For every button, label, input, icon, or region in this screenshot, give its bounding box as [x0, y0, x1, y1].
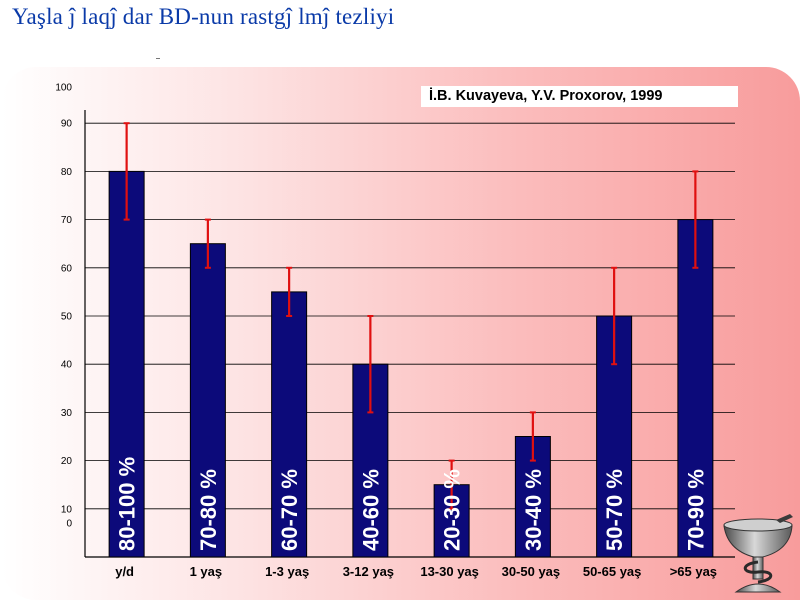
y-tick-label: 70 [61, 215, 73, 226]
data-label: 70-90 % [683, 469, 708, 551]
x-tick-label: 30-50 yaş [502, 564, 561, 579]
y-tick-label: 30 [61, 408, 73, 419]
y-tick-label: 60 [61, 263, 73, 274]
data-label: 50-70 % [602, 469, 627, 551]
data-label: 70-80 % [196, 469, 221, 551]
x-tick-label: >65 yaş [670, 564, 717, 579]
data-label: 20-30 % [440, 469, 465, 551]
y-tick-label: 90 [61, 119, 73, 130]
data-label: 80-100 % [115, 457, 140, 551]
data-label: 30-40 % [521, 469, 546, 551]
x-tick-label: 3-12 yaş [343, 564, 394, 579]
slide-title: Yaşla ĵ laqĵ dar BD-nun rastgĵ lmĵ tezli… [12, 4, 395, 29]
bar [108, 170, 145, 558]
x-tick-label: 13-30 yaş [420, 564, 479, 579]
y-tick-label: 100 [55, 83, 72, 94]
x-tick-label: y/d [115, 564, 134, 579]
y-tick-label: 50 [61, 312, 73, 323]
data-label: 60-70 % [277, 469, 302, 551]
x-tick-label: 1-3 yaş [265, 564, 309, 579]
decorative-tick [156, 58, 160, 59]
x-tick-label: 50-65 yaş [583, 564, 642, 579]
y-tick-label: 80 [61, 167, 73, 178]
data-label: 40-60 % [358, 469, 383, 551]
bar [271, 291, 308, 558]
y-tick-label: 20 [61, 456, 73, 467]
y-tick-label: 0 [66, 519, 72, 530]
pharmacy-bowl-icon [718, 512, 800, 603]
x-tick-label: 1 yaş [190, 564, 223, 579]
y-tick-label: 40 [61, 360, 73, 371]
citation-label: İ.B. Kuvayeva, Y.V. Proxorov, 1999 [421, 86, 738, 107]
y-tick-label: 10 [61, 504, 73, 515]
bar [189, 243, 226, 558]
